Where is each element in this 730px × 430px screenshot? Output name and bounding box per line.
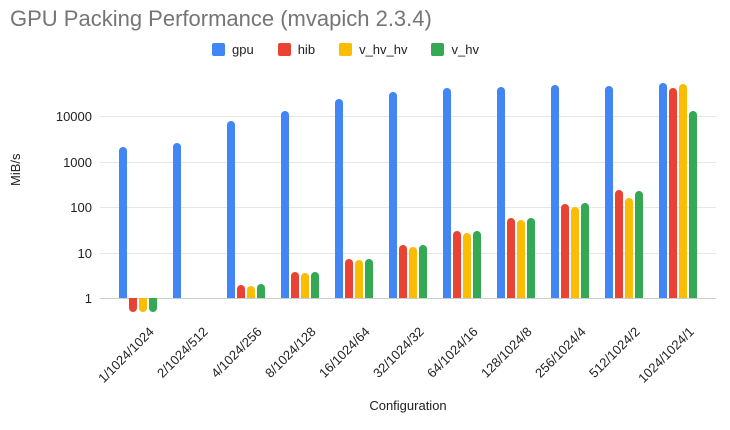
bar-hib-32/1024/32[interactable] [399,245,407,298]
bar-gpu-32/1024/32[interactable] [389,91,397,298]
bar-v_hv-64/1024/16[interactable] [473,231,481,298]
bar-gpu-128/1024/8[interactable] [497,87,505,298]
x-tick-label: 1/1024/1024 [94,324,157,386]
bar-v_hv-8/1024/128[interactable] [311,271,319,298]
bar-v_hv_hv-64/1024/16[interactable] [463,233,471,298]
x-tick-label: 64/1024/16 [423,324,481,381]
bar-v_hv-1024/1024/1[interactable] [689,110,697,298]
legend-label-v_hv: v_hv [451,42,479,57]
bar-v_hv_hv-1/1024/1024[interactable] [139,298,147,312]
bar-v_hv_hv-256/1024/4[interactable] [571,207,579,298]
bar-v_hv-1/1024/1024[interactable] [149,298,157,312]
bar-hib-128/1024/8[interactable] [507,218,515,298]
bar-v_hv-4/1024/256[interactable] [257,284,265,298]
bar-gpu-2/1024/512[interactable] [173,142,181,298]
y-tick-label: 1 [84,291,92,306]
bar-hib-16/1024/64[interactable] [345,258,353,298]
bar-v_hv_hv-128/1024/8[interactable] [517,219,525,298]
bar-hib-4/1024/256[interactable] [237,285,245,298]
x-tick-label: 4/1024/256 [207,324,265,381]
x-tick-label: 256/1024/4 [531,324,589,381]
x-tick-label: 16/1024/64 [315,324,373,381]
y-tick-label: 10000 [55,109,92,124]
bar-gpu-4/1024/256[interactable] [227,120,235,298]
legend-swatch-v_hv [431,43,445,56]
bar-v_hv-512/1024/2[interactable] [635,191,643,298]
legend-swatch-hib [277,43,291,56]
bar-hib-512/1024/2[interactable] [615,189,623,298]
legend-item-gpu: gpu [212,42,254,57]
x-tick-label: 512/1024/2 [585,324,643,381]
gridline [100,161,716,163]
x-tick-label: 2/1024/512 [153,324,211,381]
bar-gpu-1024/1024/1[interactable] [659,82,667,298]
bar-gpu-64/1024/16[interactable] [443,88,451,298]
y-tick-label: 100 [70,200,92,215]
bar-gpu-16/1024/64[interactable] [335,98,343,298]
bar-v_hv_hv-1024/1024/1[interactable] [679,83,687,298]
legend-item-hib: hib [277,42,316,57]
gridline [100,252,716,254]
x-tick-label: 32/1024/32 [369,324,427,381]
bar-gpu-1/1024/1024[interactable] [119,146,127,298]
bar-v_hv-32/1024/32[interactable] [419,245,427,298]
y-axis-title: MiB/s [8,153,23,187]
bar-hib-64/1024/16[interactable] [453,230,461,298]
x-tick-label: 128/1024/8 [477,324,535,381]
legend-label-v_hv_hv: v_hv_hv [359,42,408,57]
x-axis-title: Configuration [369,398,447,413]
legend: gpu hib v_hv_hv v_hv [212,42,479,57]
bar-hib-256/1024/4[interactable] [561,203,569,298]
bar-gpu-512/1024/2[interactable] [605,86,613,298]
gridline [100,298,716,299]
bar-v_hv-16/1024/64[interactable] [365,258,373,298]
bar-v_hv_hv-32/1024/32[interactable] [409,246,417,298]
legend-label-hib: hib [297,42,316,57]
bar-gpu-8/1024/128[interactable] [281,111,289,298]
chart-title: GPU Packing Performance (mvapich 2.3.4) [10,6,432,31]
legend-item-v_hv: v_hv [431,42,479,57]
bar-v_hv_hv-512/1024/2[interactable] [625,197,633,298]
y-tick-label: 10 [77,245,92,261]
bar-hib-1/1024/1024[interactable] [129,298,137,312]
legend-swatch-v_hv_hv [339,43,353,56]
legend-label-gpu: gpu [232,42,254,57]
bar-v_hv_hv-4/1024/256[interactable] [247,286,255,298]
x-tick-label: 8/1024/128 [261,324,319,381]
legend-swatch-gpu [212,43,225,56]
legend-item-v_hv_hv: v_hv_hv [339,42,407,57]
bar-gpu-256/1024/4[interactable] [551,85,559,298]
bar-hib-8/1024/128[interactable] [291,271,299,298]
y-tick-label: 1000 [63,154,92,170]
gridline [100,116,716,117]
gridline [100,207,716,208]
bar-v_hv-256/1024/4[interactable] [581,202,589,298]
bar-hib-1024/1024/1[interactable] [669,87,677,298]
bar-v_hv_hv-16/1024/64[interactable] [355,259,363,298]
bar-v_hv-128/1024/8[interactable] [527,218,535,298]
bar-v_hv_hv-8/1024/128[interactable] [301,272,309,298]
x-tick-label: 1024/1024/1 [634,324,697,386]
